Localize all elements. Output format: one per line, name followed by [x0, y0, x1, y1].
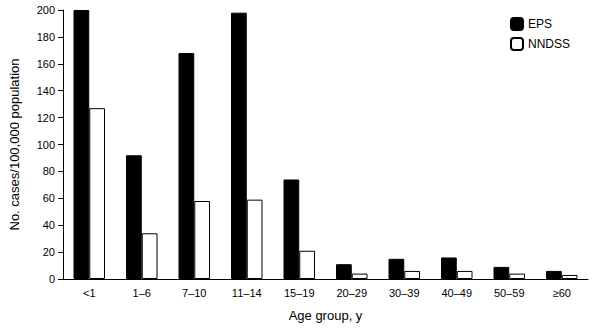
svg-text:7–10: 7–10 [182, 287, 206, 299]
svg-text:80: 80 [43, 165, 55, 177]
svg-text:120: 120 [37, 112, 55, 124]
svg-text:20–29: 20–29 [336, 287, 367, 299]
svg-text:1–6: 1–6 [133, 287, 151, 299]
svg-text:20: 20 [43, 246, 55, 258]
svg-text:15–19: 15–19 [284, 287, 315, 299]
svg-text:100: 100 [37, 139, 55, 151]
svg-text:<1: <1 [83, 287, 96, 299]
svg-text:140: 140 [37, 85, 55, 97]
svg-text:0: 0 [49, 273, 55, 285]
svg-text:EPS: EPS [528, 17, 552, 31]
svg-text:50–59: 50–59 [494, 287, 525, 299]
svg-text:40: 40 [43, 219, 55, 231]
svg-text:30–39: 30–39 [389, 287, 420, 299]
svg-text:180: 180 [37, 31, 55, 43]
svg-text:160: 160 [37, 58, 55, 70]
svg-text:11–14: 11–14 [232, 287, 262, 299]
svg-text:No. cases/100,000 population: No. cases/100,000 population [7, 58, 22, 230]
svg-text:200: 200 [37, 4, 55, 16]
svg-text:60: 60 [43, 192, 55, 204]
svg-text:Age group, y: Age group, y [289, 308, 363, 323]
svg-text:NNDSS: NNDSS [528, 37, 570, 51]
svg-text:40–49: 40–49 [441, 287, 472, 299]
svg-text:≥60: ≥60 [553, 287, 571, 299]
